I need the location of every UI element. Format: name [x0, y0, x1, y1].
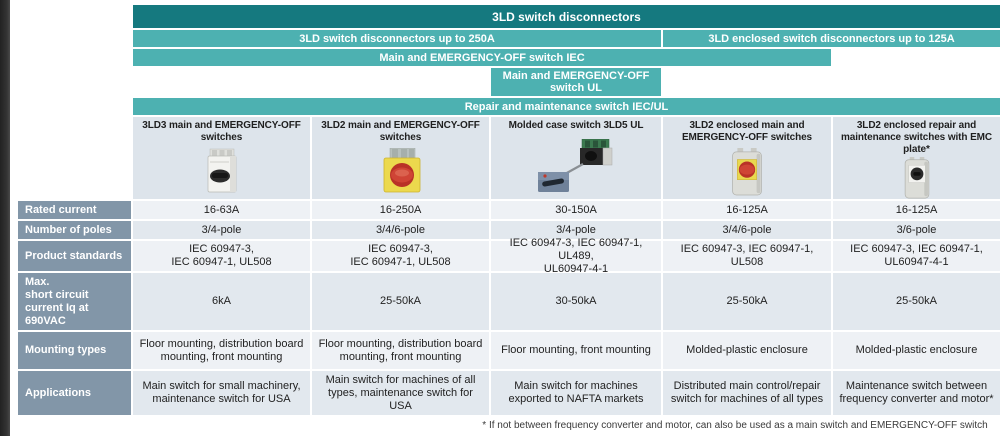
- cell-mounting-types: Floor mounting, front mounting: [491, 332, 661, 369]
- column-title: Molded case switch 3LD5 UL: [508, 120, 644, 131]
- cell-number-of-poles: 3/4-pole: [133, 221, 310, 239]
- row-label-product-standards: Product standards: [18, 241, 131, 271]
- cell-number-of-poles: 3/4/6-pole: [312, 221, 489, 239]
- 3ld2-red-yellow-switch-icon: [378, 144, 424, 199]
- cell-number-of-poles: 3/4/6-pole: [663, 221, 831, 239]
- column-header-3ld5: Molded case switch 3LD5 UL: [491, 117, 661, 199]
- cell-product-standards: IEC 60947-3, IEC 60947-1, UL508: [312, 241, 489, 271]
- cell-rated-current: 16-250A: [312, 201, 489, 219]
- cell-mounting-types: Molded-plastic enclosure: [663, 332, 831, 369]
- cell-product-standards: IEC 60947-3, IEC 60947-1, UL508: [133, 241, 310, 271]
- footnote: * If not between frequency converter and…: [482, 420, 988, 431]
- cell-max-short-circuit: 30-50kA: [491, 273, 661, 330]
- row-label-number-of-poles: Number of poles: [18, 221, 131, 239]
- cell-max-short-circuit: 25-50kA: [833, 273, 1000, 330]
- cell-product-standards: IEC 60947-3, IEC 60947-1, UL508: [663, 241, 831, 271]
- cell-mounting-types: Floor mounting, distribution board mount…: [133, 332, 310, 369]
- row-label-applications: Applications: [18, 371, 131, 415]
- column-title: 3LD2 enclosed repair and maintenance swi…: [840, 120, 993, 155]
- band-main-title: 3LD switch disconnectors: [133, 5, 1000, 28]
- cell-max-short-circuit: 25-50kA: [312, 273, 489, 330]
- 3ld2-enclosed-emc-switch-icon: [902, 156, 932, 199]
- cell-max-short-circuit: 6kA: [133, 273, 310, 330]
- row-label-max-short-circuit: Max. short circuit current Iq at 690VAC: [18, 273, 131, 330]
- row-label-rated-current: Rated current: [18, 201, 131, 219]
- cell-number-of-poles: 3/6-pole: [833, 221, 1000, 239]
- cell-applications: Maintenance switch between frequency con…: [833, 371, 1000, 415]
- cell-rated-current: 16-125A: [833, 201, 1000, 219]
- cell-max-short-circuit: 25-50kA: [663, 273, 831, 330]
- column-header-3ld2: 3LD2 main and EMERGENCY-OFF switches: [312, 117, 489, 199]
- cell-product-standards: IEC 60947-3, IEC 60947-1, UL60947-4-1: [833, 241, 1000, 271]
- 3ld5-molded-case-switch-icon: [534, 132, 618, 199]
- band-repair-maintenance: Repair and maintenance switch IEC/UL: [133, 98, 1000, 115]
- row-label-mounting-types: Mounting types: [18, 332, 131, 369]
- column-header-3ld3: 3LD3 main and EMERGENCY-OFF switches: [133, 117, 310, 199]
- cell-product-standards: IEC 60947-3, IEC 60947-1, UL489, UL60947…: [491, 237, 661, 275]
- cell-rated-current: 30-150A: [491, 201, 661, 219]
- 3ld3-compact-switch-icon: [200, 144, 244, 199]
- column-header-3ld2-enclosed-emc: 3LD2 enclosed repair and maintenance swi…: [833, 117, 1000, 199]
- cell-mounting-types: Floor mounting, distribution board mount…: [312, 332, 489, 369]
- cell-rated-current: 16-63A: [133, 201, 310, 219]
- cell-number-of-poles: 3/4-pole: [491, 221, 661, 239]
- cell-applications: Main switch for small machinery, mainten…: [133, 371, 310, 415]
- cell-applications: Main switch for machines of all types, m…: [312, 371, 489, 415]
- column-title: 3LD3 main and EMERGENCY-OFF switches: [142, 120, 301, 143]
- cell-rated-current: 16-125A: [663, 201, 831, 219]
- band-main-emergency-iec: Main and EMERGENCY-OFF switch IEC: [133, 49, 831, 66]
- band-enclosed-up-to-125a: 3LD enclosed switch disconnectors up to …: [663, 30, 1000, 47]
- cell-mounting-types: Molded-plastic enclosure: [833, 332, 1000, 369]
- 3ld2-enclosed-switch-icon: [729, 144, 765, 199]
- cell-applications: Main switch for machines exported to NAF…: [491, 371, 661, 415]
- band-main-emergency-ul: Main and EMERGENCY-OFF switch UL: [491, 68, 661, 96]
- column-header-3ld2-enclosed: 3LD2 enclosed main and EMERGENCY-OFF swi…: [663, 117, 831, 199]
- cell-applications: Distributed main control/repair switch f…: [663, 371, 831, 415]
- column-title: 3LD2 enclosed main and EMERGENCY-OFF swi…: [681, 120, 813, 143]
- band-up-to-250a: 3LD switch disconnectors up to 250A: [133, 30, 661, 47]
- page-edge-strip: [0, 0, 10, 436]
- column-title: 3LD2 main and EMERGENCY-OFF switches: [321, 120, 480, 143]
